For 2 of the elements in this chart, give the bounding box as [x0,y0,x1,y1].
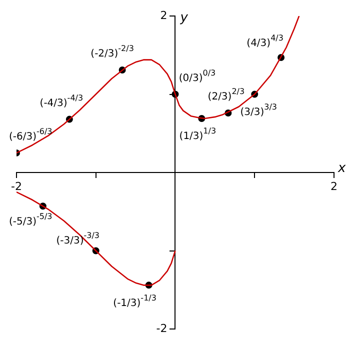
y-axis-title: y [179,10,188,26]
x-axis-title: x [337,160,346,176]
